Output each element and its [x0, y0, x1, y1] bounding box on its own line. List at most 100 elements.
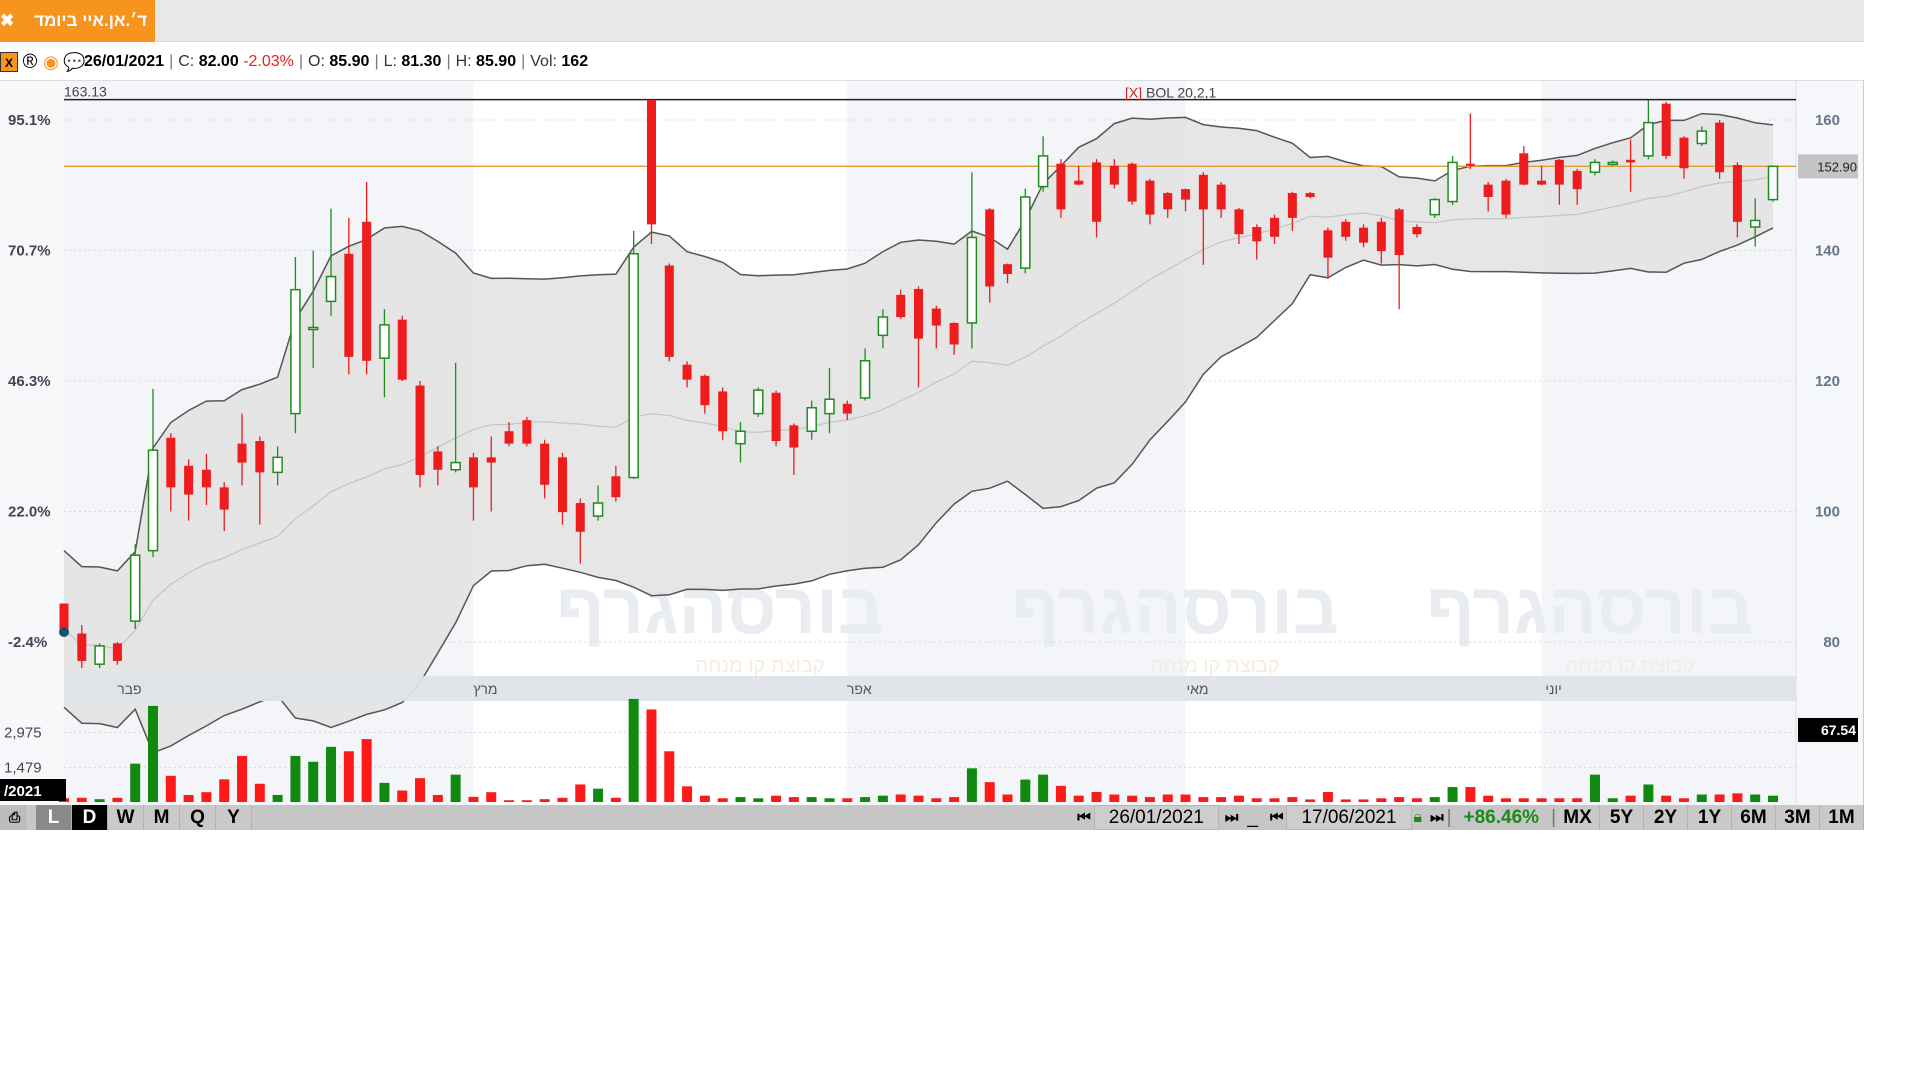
- excel-icon[interactable]: X: [0, 52, 18, 72]
- candle-body: [575, 503, 585, 532]
- y-tick-label: 120: [1815, 373, 1840, 390]
- high-label: H:: [455, 53, 472, 70]
- range-3m-button[interactable]: 3M: [1776, 805, 1820, 830]
- lock-icon[interactable]: 🔒︎: [1413, 808, 1423, 826]
- volume-bar: [628, 698, 639, 802]
- start-next-button[interactable]: ⏭: [1224, 809, 1238, 826]
- range-1y-button[interactable]: 1Y: [1688, 805, 1732, 830]
- ohlc-info-bar: X ® ◉ 💬 26/01/2021 | C: 82.00 -2.03% | O: …: [0, 46, 1864, 78]
- volume-bar: [1447, 787, 1458, 802]
- candle: [1003, 263, 1013, 284]
- open-value: 85.90: [329, 53, 370, 70]
- comment-icon[interactable]: 💬: [63, 52, 86, 72]
- candle: [415, 381, 425, 488]
- candle: [824, 367, 835, 434]
- interval-m-button[interactable]: M: [144, 805, 180, 830]
- interval-l-button[interactable]: L: [36, 805, 72, 830]
- price-chart[interactable]: בורסהגרף קבוצת קו מנחה בורסהגרף קבוצת קו מנ…: [0, 81, 1864, 806]
- candle: [1359, 224, 1369, 248]
- last-price-tag: [1798, 154, 1858, 179]
- volume-bar: [895, 794, 906, 802]
- end-first-button[interactable]: ⏮: [1269, 809, 1283, 826]
- candle-body: [1020, 196, 1031, 269]
- tab-stock[interactable]: ד׳.אן.איי ביומד ✖: [0, 0, 155, 42]
- range-1m-button[interactable]: 1M: [1820, 805, 1864, 830]
- candle-body: [415, 385, 425, 475]
- volume-bar: [237, 755, 248, 802]
- indicator-close-button[interactable]: [X]: [1125, 85, 1146, 101]
- interval-y-button[interactable]: Y: [216, 805, 252, 830]
- volume-bar: [1661, 795, 1672, 802]
- volume-bar: [450, 774, 461, 802]
- pct-tick-label: 46.3%: [8, 373, 51, 390]
- candle: [628, 230, 639, 479]
- candle: [433, 446, 443, 486]
- volume-bar: [1109, 794, 1120, 802]
- registered-icon[interactable]: ®: [22, 51, 38, 73]
- candle: [931, 305, 941, 349]
- range-mx-button[interactable]: MX: [1556, 805, 1600, 830]
- volume-bar: [1554, 798, 1565, 802]
- candle-body: [557, 457, 567, 513]
- candle: [1287, 191, 1297, 231]
- range-5y-button[interactable]: 5Y: [1600, 805, 1644, 830]
- candle: [1661, 101, 1671, 160]
- candle-body: [1305, 193, 1315, 197]
- target-icon[interactable]: ◉: [43, 52, 59, 72]
- volume-bar: [165, 775, 176, 802]
- start-date-field[interactable]: 26/01/2021: [1093, 805, 1219, 830]
- watermark-logo: בורסהגרף: [1426, 569, 1754, 649]
- interval-q-button[interactable]: Q: [180, 805, 216, 830]
- print-icon[interactable]: ⎙: [0, 805, 26, 830]
- candle: [129, 544, 141, 629]
- current-marker: [59, 626, 69, 637]
- volume-bar: [1162, 794, 1173, 802]
- chart-area[interactable]: בורסהגרף קבוצת קו מנחה בורסהגרף קבוצת קו מנ…: [0, 80, 1864, 806]
- candle: [806, 400, 817, 440]
- close-icon[interactable]: ✖: [0, 11, 15, 30]
- end-date-field[interactable]: 17/06/2021: [1286, 805, 1412, 830]
- volume-bar: [76, 797, 87, 802]
- candle: [1749, 198, 1761, 247]
- volume-bar: [432, 794, 443, 802]
- candle: [1465, 113, 1475, 169]
- candle-body: [718, 391, 728, 432]
- candle: [1163, 191, 1173, 218]
- candle-body: [1198, 174, 1208, 210]
- candle-body: [307, 326, 319, 331]
- candle-body: [1252, 227, 1262, 242]
- interval-w-button[interactable]: W: [108, 805, 144, 830]
- high-value: 85.90: [476, 53, 517, 70]
- candle: [344, 217, 354, 375]
- volume-bar: [254, 783, 265, 802]
- candle: [1181, 188, 1191, 212]
- volume-bar: [1750, 794, 1761, 802]
- range-2y-button[interactable]: 2Y: [1644, 805, 1688, 830]
- candle: [1323, 227, 1333, 279]
- candle-body: [1181, 189, 1191, 200]
- candle-body: [1554, 159, 1564, 185]
- volume-bar: [1643, 784, 1654, 802]
- candle: [77, 625, 87, 669]
- tab-bar: ד׳.אן.איי ביומד ✖: [0, 0, 1864, 42]
- candle-body: [255, 441, 265, 473]
- close-value: 82.00: [198, 53, 239, 70]
- interval-d-button[interactable]: D: [72, 805, 108, 830]
- volume-bar: [1696, 794, 1707, 802]
- candle: [201, 454, 211, 505]
- bollinger-lower-line: [63, 227, 1774, 754]
- candle: [1643, 100, 1654, 160]
- volume-bar: [1322, 791, 1333, 802]
- candle-body: [611, 476, 621, 498]
- indicator-label: [X] BOL 20,2,1: [1125, 85, 1217, 101]
- candle: [1092, 159, 1102, 238]
- start-first-button[interactable]: ⏮: [1077, 809, 1090, 826]
- low-label: L:: [383, 53, 397, 70]
- volume-bar: [219, 779, 230, 802]
- candle-body: [753, 389, 764, 415]
- last-price-label: 152.90: [1817, 159, 1857, 174]
- volume-bar: [1518, 798, 1529, 802]
- candle-body: [1767, 165, 1779, 201]
- end-last-button[interactable]: ⏭: [1430, 809, 1443, 826]
- range-6m-button[interactable]: 6M: [1732, 805, 1776, 830]
